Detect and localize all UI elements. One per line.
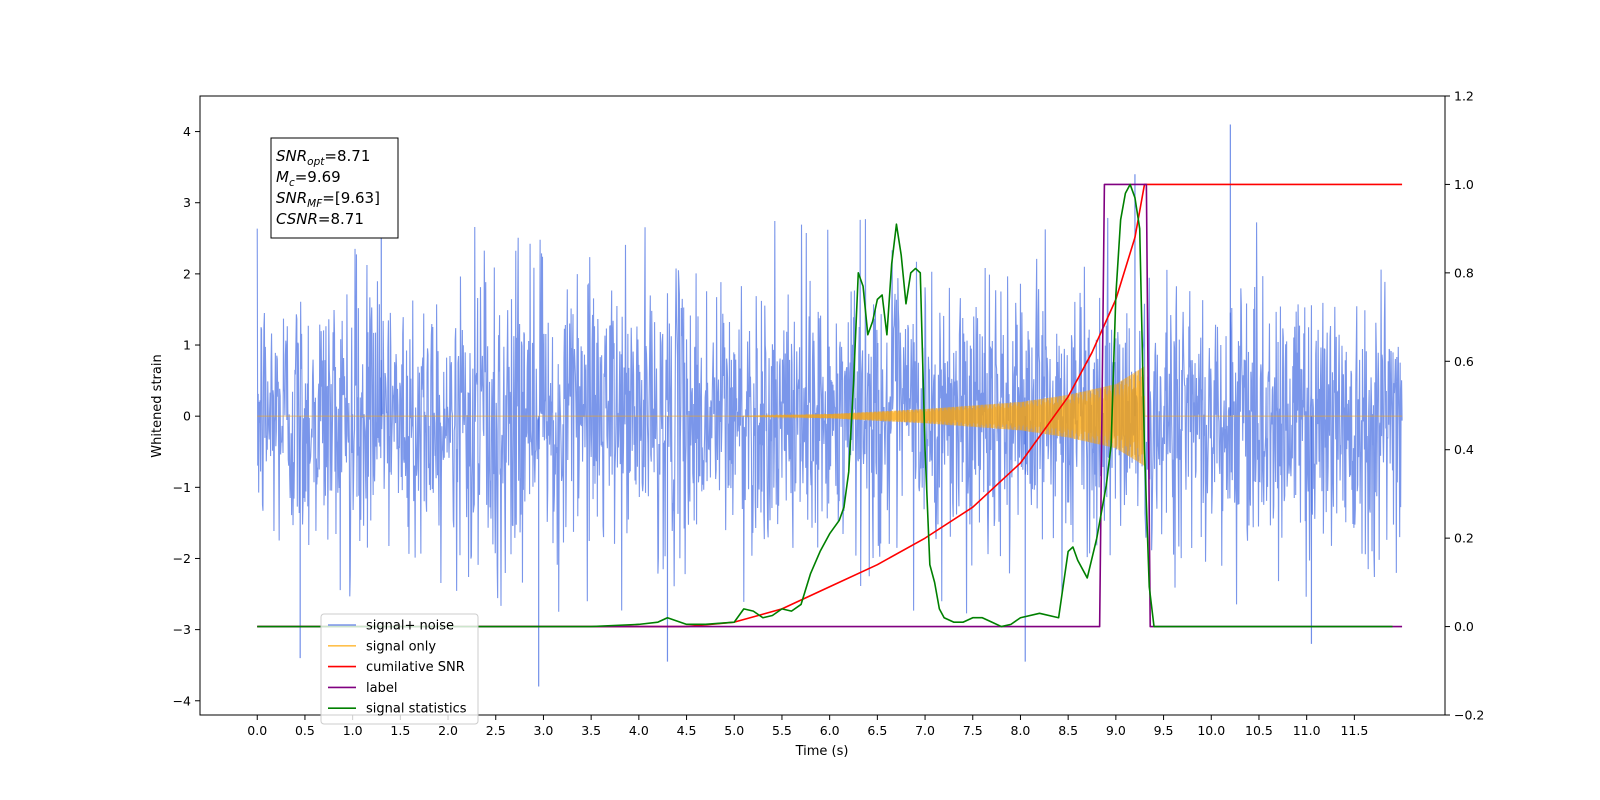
- info-box-line: SNRMF=[9.63]: [276, 189, 380, 210]
- x-tick-label: 3.5: [581, 723, 601, 738]
- info-box-line: SNRopt=8.71: [276, 147, 370, 168]
- x-tick-label: 0.0: [247, 723, 267, 738]
- legend-entry: signal only: [366, 639, 436, 654]
- y2-axis-ticks: −0.2 0.0 0.2 0.4 0.6 0.8 1.0 1.2: [1445, 89, 1484, 723]
- info-value: =9.69: [295, 168, 341, 186]
- x-axis-label: Time (s): [795, 744, 849, 759]
- x-tick-label: 2.5: [486, 723, 506, 738]
- x-tick-label: 5.0: [724, 723, 744, 738]
- x-tick-label: 4.0: [629, 723, 649, 738]
- legend-entry: signal+ noise: [366, 619, 454, 634]
- x-tick-label: 3.0: [534, 723, 554, 738]
- x-tick-label: 9.5: [1154, 723, 1174, 738]
- x-tick-label: 8.0: [1011, 723, 1031, 738]
- legend-entry: label: [366, 681, 397, 696]
- info-subscript: c: [289, 177, 295, 189]
- y-tick-label: −3: [173, 622, 191, 637]
- x-tick-label: 10.5: [1245, 723, 1273, 738]
- y-tick-label: −2: [173, 551, 191, 566]
- x-tick-label: 4.5: [677, 723, 697, 738]
- y2-tick-label: 0.2: [1454, 531, 1474, 546]
- y-tick-label: 0: [183, 409, 191, 424]
- info-subscript: MF: [307, 198, 323, 210]
- series-cumulative-snr-line: [257, 183, 1403, 628]
- y-tick-label: 1: [183, 338, 191, 353]
- y2-tick-label: −0.2: [1454, 708, 1484, 723]
- series-signal-statistics-line: [257, 183, 1393, 628]
- info-value: =[9.63]: [322, 189, 380, 207]
- x-tick-label: 9.0: [1106, 723, 1126, 738]
- y-axis-label: Whitened strain: [150, 354, 165, 457]
- x-tick-label: 8.5: [1058, 723, 1078, 738]
- y2-tick-label: 1.0: [1454, 177, 1474, 192]
- x-tick-label: 6.0: [820, 723, 840, 738]
- x-tick-label: 11.0: [1293, 723, 1321, 738]
- plot-frame: [199, 95, 1446, 716]
- info-box-line: Mc=9.69: [276, 168, 341, 189]
- x-tick-label: 1.0: [343, 723, 363, 738]
- info-value: =8.71: [324, 147, 370, 165]
- x-tick-label: 2.0: [438, 723, 458, 738]
- series-signal-noise-line: [256, 217, 1403, 614]
- y2-tick-label: 0.8: [1454, 265, 1474, 280]
- y-axis-ticks: −4 −3 −2 −1 0 1 2 3 4: [173, 124, 200, 708]
- y-tick-label: 2: [183, 266, 191, 281]
- y2-tick-label: 0.4: [1454, 442, 1474, 457]
- legend-frame: [320, 613, 479, 725]
- legend-entry: signal statistics: [366, 702, 467, 717]
- info-value: =8.71: [318, 210, 364, 228]
- x-tick-label: 1.5: [390, 723, 410, 738]
- legend-entry: cumilative SNR: [366, 660, 465, 675]
- info-subscript: opt: [307, 156, 325, 168]
- x-tick-label: 11.5: [1340, 723, 1368, 738]
- x-tick-label: 5.5: [772, 723, 792, 738]
- y2-tick-label: 1.2: [1454, 89, 1474, 104]
- y-tick-label: 4: [183, 124, 191, 139]
- y-tick-label: 3: [183, 195, 191, 210]
- x-tick-label: 7.0: [915, 723, 935, 738]
- info-label: SNR: [276, 189, 307, 207]
- series-signal-only-envelope: [734, 366, 1145, 466]
- legend: signal+ noise signal only cumilative SNR la…: [320, 613, 479, 725]
- info-label: SNR: [276, 147, 307, 165]
- y-tick-label: −4: [173, 693, 191, 708]
- info-box-line: CSNR=8.71: [276, 210, 364, 228]
- y2-tick-label: 0.6: [1454, 354, 1474, 369]
- info-label: M: [276, 168, 289, 186]
- x-tick-label: 6.5: [867, 723, 887, 738]
- x-tick-label: 7.5: [963, 723, 983, 738]
- series-layer: [256, 124, 1403, 687]
- x-tick-label: 0.5: [295, 723, 315, 738]
- info-label: CSNR: [276, 210, 318, 228]
- x-tick-label: 10.0: [1197, 723, 1225, 738]
- info-box-frame: [270, 137, 399, 239]
- series-signal-only-line: [257, 367, 1403, 466]
- x-axis-ticks: 0.0 0.5 1.0 1.5 2.0 2.5 3.0 3.5 4.0 4.5 5.0 5.5 6.0 6…: [247, 715, 1368, 738]
- y-tick-label: −1: [173, 480, 191, 495]
- y2-tick-label: 0.0: [1454, 619, 1474, 634]
